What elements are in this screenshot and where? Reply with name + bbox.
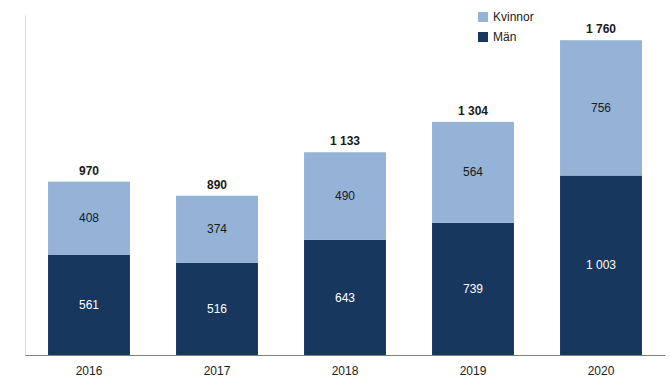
- data-label: 408: [79, 211, 99, 225]
- chart-svg: 561 516 643 739 1 003 408 374 490 564 756 970 890 1 …: [0, 0, 670, 389]
- x-tick-label: 2019: [460, 364, 487, 378]
- chart-container: 561 516 643 739 1 003 408 374 490 564 756 970 890 1 …: [0, 0, 670, 389]
- bar-segment: [48, 182, 130, 255]
- legend-entry: Kvinnor: [478, 10, 534, 24]
- data-label: 643: [335, 291, 355, 305]
- bar-segment: [560, 40, 642, 175]
- x-tick: 2016: [76, 355, 103, 378]
- bar-segment: [176, 263, 258, 355]
- bar-segment: [432, 223, 514, 355]
- y-axis-line: [25, 16, 26, 356]
- x-tick: 2018: [332, 355, 359, 378]
- data-labels: 561 516 643 739 1 003 408 374 490 564 756: [79, 101, 616, 316]
- data-label: 756: [591, 101, 611, 115]
- x-tick-label: 2016: [76, 364, 103, 378]
- total-labels: 970 890 1 133 1 304 1 760: [79, 22, 616, 192]
- data-label: 561: [79, 298, 99, 312]
- legend: Kvinnor Män: [478, 10, 534, 44]
- legend-label: Kvinnor: [493, 10, 534, 24]
- bar-segment: [48, 255, 130, 355]
- x-tick-label: 2018: [332, 364, 359, 378]
- data-label: 739: [463, 282, 483, 296]
- total-label: 970: [79, 164, 99, 178]
- data-label: 516: [207, 302, 227, 316]
- x-tick-label: 2017: [204, 364, 231, 378]
- y-axis: [25, 16, 26, 356]
- legend-label: Män: [493, 30, 516, 44]
- x-tick-label: 2020: [588, 364, 615, 378]
- x-axis-line: [26, 355, 666, 356]
- legend-swatch: [478, 12, 488, 22]
- data-label: 564: [463, 165, 483, 179]
- data-label: 1 003: [586, 258, 616, 272]
- total-label: 1 760: [586, 22, 616, 36]
- x-tick: 2017: [204, 355, 231, 378]
- bars: [48, 40, 642, 355]
- bar-segment: [432, 122, 514, 223]
- x-axis: 2016 2017 2018 2019 2020: [26, 355, 666, 378]
- data-label: 374: [207, 222, 227, 236]
- x-tick: 2019: [460, 355, 487, 378]
- total-label: 1 133: [330, 134, 360, 148]
- x-tick: 2020: [588, 355, 615, 378]
- bar-segment: [176, 196, 258, 263]
- total-label: 890: [207, 178, 227, 192]
- bar-segment: [304, 240, 386, 355]
- legend-swatch: [478, 32, 488, 42]
- data-label: 490: [335, 189, 355, 203]
- legend-entry: Män: [478, 30, 516, 44]
- total-label: 1 304: [458, 104, 488, 118]
- bar-segment: [560, 176, 642, 355]
- bar-segment: [304, 152, 386, 240]
